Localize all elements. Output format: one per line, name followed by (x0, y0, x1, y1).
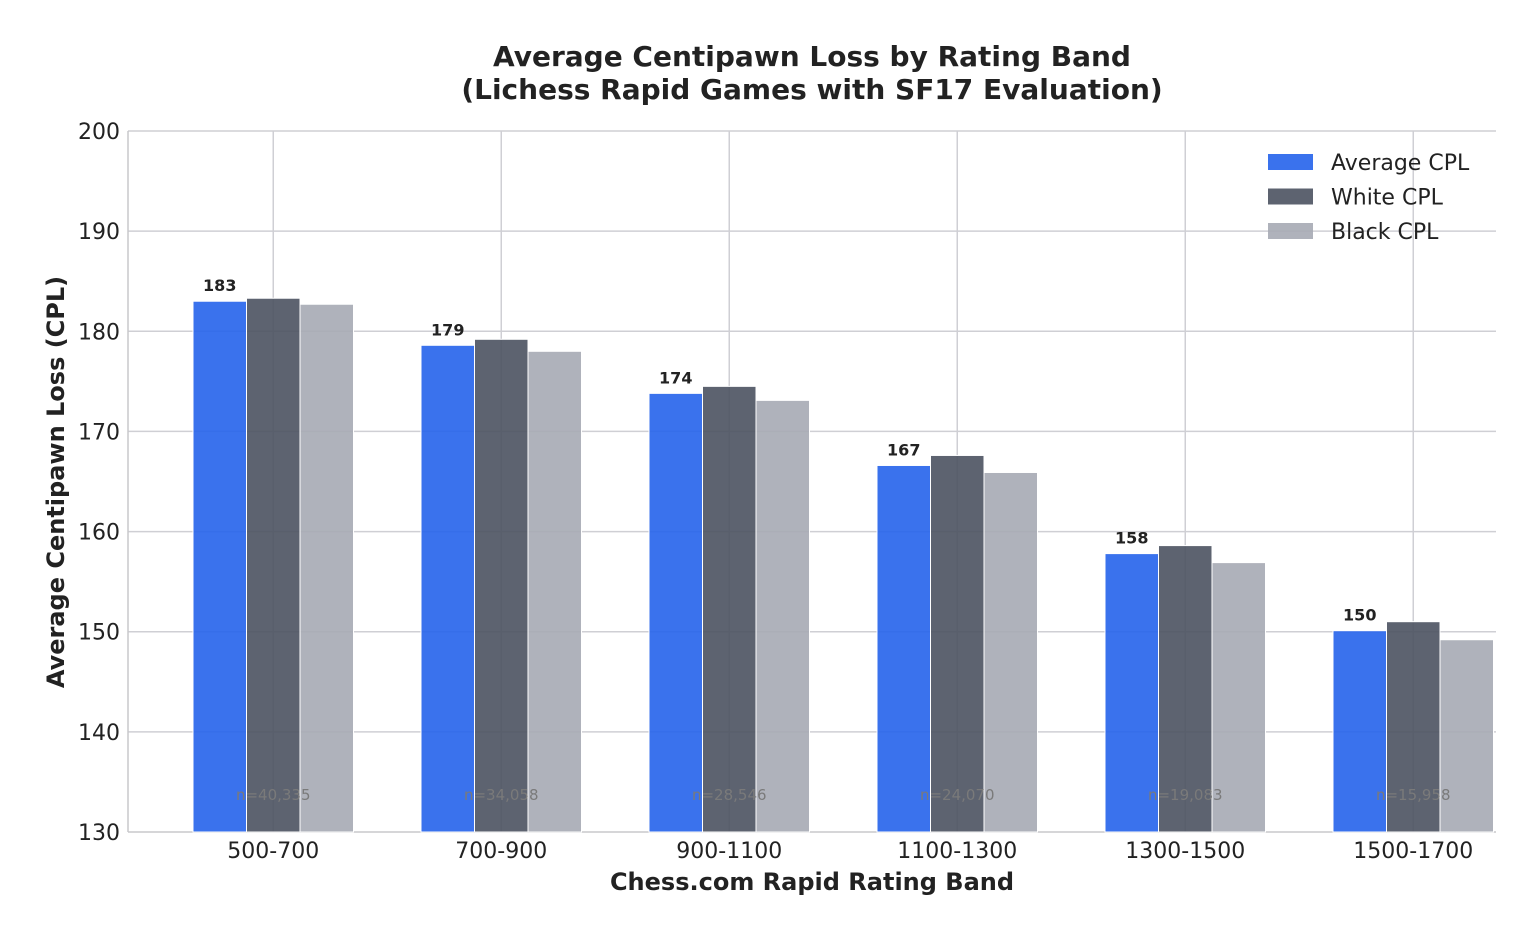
y-axis-ticks: 130 140 150 160 170 180 190 200 (78, 120, 120, 846)
bar (702, 385, 757, 833)
x-axis-ticks: 500-700 700-900 900-1100 1100-1300 1300-1500… (227, 839, 1473, 864)
legend-swatch (1268, 154, 1313, 170)
x-tick-label: 500-700 (227, 839, 319, 864)
bar (192, 300, 247, 833)
data-label: 158 (1115, 529, 1148, 548)
y-axis-label: Average Centipawn Loss (CPL) (42, 276, 70, 688)
data-label: 150 (1343, 606, 1376, 625)
bar (983, 471, 1038, 833)
sample-size-label: n=15,958 (1376, 786, 1451, 804)
bar (876, 464, 931, 833)
grid-lines (127, 130, 1496, 833)
legend-label: Black CPL (1331, 220, 1439, 245)
bar (755, 399, 810, 833)
legend-swatch (1268, 188, 1313, 205)
y-tick-label: 130 (78, 821, 120, 846)
data-label: 174 (659, 368, 692, 387)
chart-title-line1: Average Centipawn Loss by Rating Band (493, 40, 1131, 73)
bar (648, 392, 703, 833)
bar (474, 338, 529, 833)
x-axis-label: Chess.com Rapid Rating Band (610, 868, 1014, 896)
x-tick-label: 1300-1500 (1125, 839, 1245, 864)
bar-annotations: 183 n=40,335 179 n=34,058 174 n=28,546 167 n=24… (203, 276, 1450, 804)
x-tick-label: 700-900 (455, 839, 547, 864)
bars (192, 297, 1494, 833)
bar (1386, 621, 1441, 833)
data-label: 167 (887, 440, 920, 459)
data-label: 179 (431, 320, 464, 339)
bar (930, 454, 985, 833)
y-tick-label: 150 (78, 621, 120, 646)
chart-title-line2: (Lichess Rapid Games with SF17 Evaluatio… (461, 73, 1162, 106)
y-tick-label: 200 (78, 120, 120, 145)
sample-size-label: n=40,335 (236, 786, 311, 804)
bar (527, 350, 582, 833)
legend: Average CPL White CPL Black CPL (1268, 151, 1470, 245)
y-tick-label: 190 (78, 220, 120, 245)
legend-swatch (1268, 223, 1313, 239)
bar (420, 344, 475, 833)
legend-label: White CPL (1331, 186, 1444, 211)
legend-label: Average CPL (1331, 151, 1470, 176)
bar (1439, 639, 1494, 833)
data-label: 183 (203, 276, 236, 295)
y-tick-label: 170 (78, 420, 120, 445)
x-tick-label: 900-1100 (676, 839, 782, 864)
bar (246, 297, 301, 833)
bar (299, 303, 354, 833)
x-tick-label: 1100-1300 (897, 839, 1017, 864)
y-tick-label: 180 (78, 320, 120, 345)
sample-size-label: n=19,083 (1148, 786, 1223, 804)
y-tick-label: 140 (78, 721, 120, 746)
bar (1332, 630, 1387, 833)
sample-size-label: n=24,070 (920, 786, 995, 804)
bar (1104, 553, 1159, 833)
x-tick-label: 1500-1700 (1353, 839, 1473, 864)
sample-size-label: n=34,058 (464, 786, 539, 804)
sample-size-label: n=28,546 (692, 786, 767, 804)
y-tick-label: 160 (78, 521, 120, 546)
bar (1211, 562, 1266, 833)
